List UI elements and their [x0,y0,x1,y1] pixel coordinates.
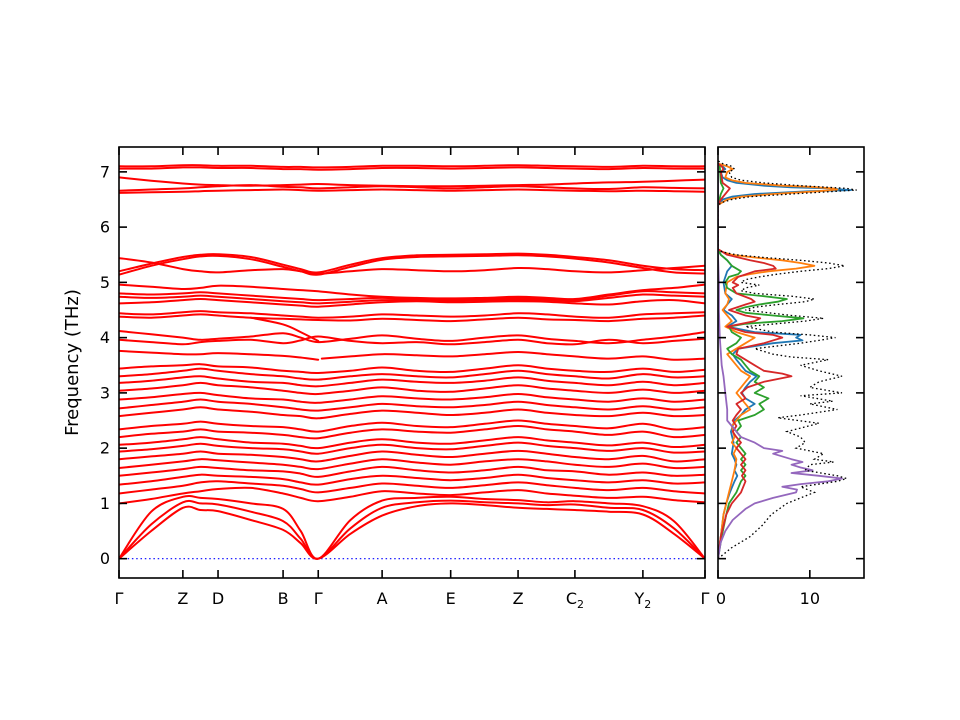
x-tick-label-6: E [446,589,456,608]
dos-projection-2 [718,162,839,559]
band-line-19 [119,363,705,375]
band-line-33 [119,176,705,188]
x-tick-label-4: Γ [314,589,323,608]
y-tick-label-4: 4 [100,328,110,347]
dos-panel-frame [717,146,865,579]
x-tick-label-7: Z [513,589,524,608]
x-tick-label-2: D [212,589,224,608]
band-line-1 [119,499,705,560]
dos-projection-3 [718,163,805,559]
x-tick-label-9: Y2 [633,589,651,611]
band-line-17 [119,375,705,388]
x-tick-label-5: A [377,589,388,608]
x-tick-label-8: C2 [566,589,584,611]
band-line-5 [119,473,705,486]
band-line-6 [119,465,705,478]
band-segment-2 [249,316,320,342]
band-segment-1 [320,350,705,361]
band-line-26 [119,290,705,302]
band-line-12 [119,419,705,433]
band-line-0 [119,502,705,560]
band-line-9 [119,441,705,455]
band-line-7 [119,458,705,471]
band-segment-0 [119,349,320,361]
band-panel-plot-area [119,164,705,560]
band-line-14 [119,398,705,412]
x-tick-label-10: Γ [701,589,710,608]
band-line-8 [119,449,705,463]
y-tick-label-3: 3 [100,383,110,402]
band-line-24 [119,297,705,308]
band-line-30 [119,257,705,275]
band-line-15 [119,391,705,404]
y-tick-label-0: 0 [100,549,110,568]
y-axis-label: Frequency (THz) [62,289,83,436]
band-line-23 [119,310,705,319]
y-tick-label-6: 6 [100,218,110,237]
band-line-16 [119,381,705,396]
band-line-34 [119,184,705,192]
band-line-27 [119,283,705,301]
y-tick-label-2: 2 [100,439,110,458]
band-line-35 [119,188,705,194]
band-line-21 [119,335,705,346]
band-line-18 [119,367,705,381]
band-line-20 [119,330,705,345]
dos-projection-5 [718,163,843,559]
x-tick-label-0: Γ [115,589,124,608]
band-panel-frame [118,146,706,579]
band-line-31 [119,166,705,171]
dos-x-tick-label-10: 10 [800,589,820,608]
band-line-13 [119,406,705,420]
band-line-11 [119,424,705,440]
dos-total-curve [718,160,857,560]
band-line-4 [119,480,705,495]
band-line-10 [119,436,705,450]
y-tick-label-7: 7 [100,162,110,181]
x-tick-label-1: Z [177,589,188,608]
y-tick-label-1: 1 [100,494,110,513]
dos-x-tick-label-0: 0 [716,589,726,608]
x-tick-label-3: B [278,589,289,608]
band-line-28 [119,252,705,274]
dos-projection-1 [718,162,852,559]
band-line-3 [119,486,705,505]
band-line-29 [119,254,705,276]
tick-marks [118,147,864,578]
band-line-2 [119,494,705,560]
band-line-32 [119,164,705,169]
band-line-25 [119,293,705,305]
dos-panel-plot-area [718,160,857,560]
dos-projection-4 [718,162,793,559]
band-line-22 [119,313,705,323]
y-tick-label-5: 5 [100,273,110,292]
